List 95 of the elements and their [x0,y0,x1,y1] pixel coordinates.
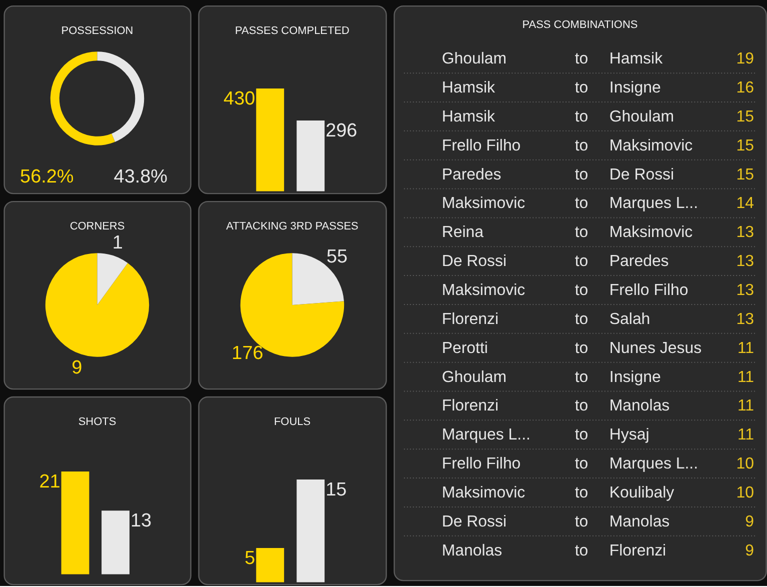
category-label: De Rossi [442,253,507,270]
data-label: 11 [737,426,754,444]
chart-title: SHOTS [78,416,116,428]
category-label: Nunes Jesus [609,340,702,357]
data-label: 15 [736,137,754,154]
data-label: 19 [736,50,754,68]
data-label: 14 [736,195,754,212]
data-label: 430 [224,88,256,110]
data-label: 43.8% [114,166,168,188]
data-label: 13 [736,224,754,242]
data-label: 56.2% [20,166,74,188]
category-label: Koulibaly [609,484,674,502]
category-label: Ghoulam [442,368,507,386]
data-label: 15 [736,166,754,184]
pie-slice [97,253,128,305]
category-label: Maksimovic [442,282,526,299]
text: to [574,80,588,97]
category-label: Marques L... [442,426,530,444]
category-label: Hamsik [609,50,663,68]
data-label: 176 [232,343,264,364]
text: to [574,426,588,444]
data-label: 55 [326,246,348,268]
category-label: Florenzi [442,310,499,328]
category-label: Hysaj [609,426,650,444]
data-label: 9 [72,358,82,379]
data-label: 11 [737,398,754,415]
category-label: Florenzi [442,398,499,415]
category-label: Hamsik [442,108,496,126]
category-label: Ghoulam [442,50,507,68]
chart-title: ATTACKING 3RD PASSES [226,220,358,233]
text: to [574,310,588,328]
data-label: 13 [736,310,754,328]
category-label: Maksimovic [609,224,693,242]
text: to [574,282,588,299]
text: PASS COMBINATIONS [522,19,638,32]
category-label: Insigne [609,368,661,386]
data-label: 5 [244,548,256,569]
category-label: Marques L... [609,456,698,473]
category-label: Frello Filho [442,456,521,473]
chart-title: FOULS [274,416,311,428]
text: to [574,166,588,184]
category-label: Manolas [609,513,670,530]
text: to [574,340,588,357]
category-label: De Rossi [609,166,674,184]
text: to [574,368,588,386]
text: to [574,253,588,270]
chart-title: PASSES COMPLETED [235,25,350,38]
category-label: Florenzi [609,542,666,560]
data-label: 13 [736,282,754,299]
donut-slice [97,52,144,142]
text: to [574,224,588,242]
text: to [574,195,588,212]
data-label: 15 [326,479,347,500]
category-label: Reina [442,224,484,242]
data-label: 15 [736,108,754,126]
data-label: 296 [326,120,358,142]
category-label: Insigne [609,80,661,97]
category-label: Maksimovic [609,137,693,154]
chart-title: CORNERS [70,220,125,233]
data-label: 10 [736,456,754,473]
data-label: 13 [130,510,152,532]
category-label: De Rossi [442,513,507,530]
category-label: Salah [609,310,650,328]
text: to [574,398,588,415]
data-label: 11 [737,368,754,386]
text: to [574,108,588,126]
data-label: 10 [736,484,754,502]
data-label: 21 [39,471,60,492]
category-label: Frello Filho [442,137,521,154]
text: to [574,137,588,154]
category-label: Maksimovic [442,195,526,212]
text: to [574,513,588,530]
data-label: 1 [112,232,123,254]
category-label: Paredes [609,253,669,270]
category-label: Perotti [442,340,488,357]
text: to [574,456,588,473]
text: to [574,484,588,502]
category-label: Marques L... [609,195,698,212]
text: to [574,50,588,68]
data-label: 9 [745,542,754,560]
category-label: Manolas [609,398,670,415]
data-label: 9 [745,513,754,530]
category-label: Maksimovic [442,484,526,502]
category-label: Manolas [442,542,502,560]
data-label: 11 [737,340,754,357]
text: to [574,542,588,560]
pie-slice [45,253,150,357]
donut-slice [50,52,116,146]
data-label: 16 [736,80,754,97]
category-label: Ghoulam [609,108,674,126]
category-label: Hamsik [442,80,496,97]
category-label: Frello Filho [609,282,688,299]
data-label: 13 [736,253,754,270]
category-label: Paredes [442,166,502,184]
chart-title: POSSESSION [61,25,134,38]
